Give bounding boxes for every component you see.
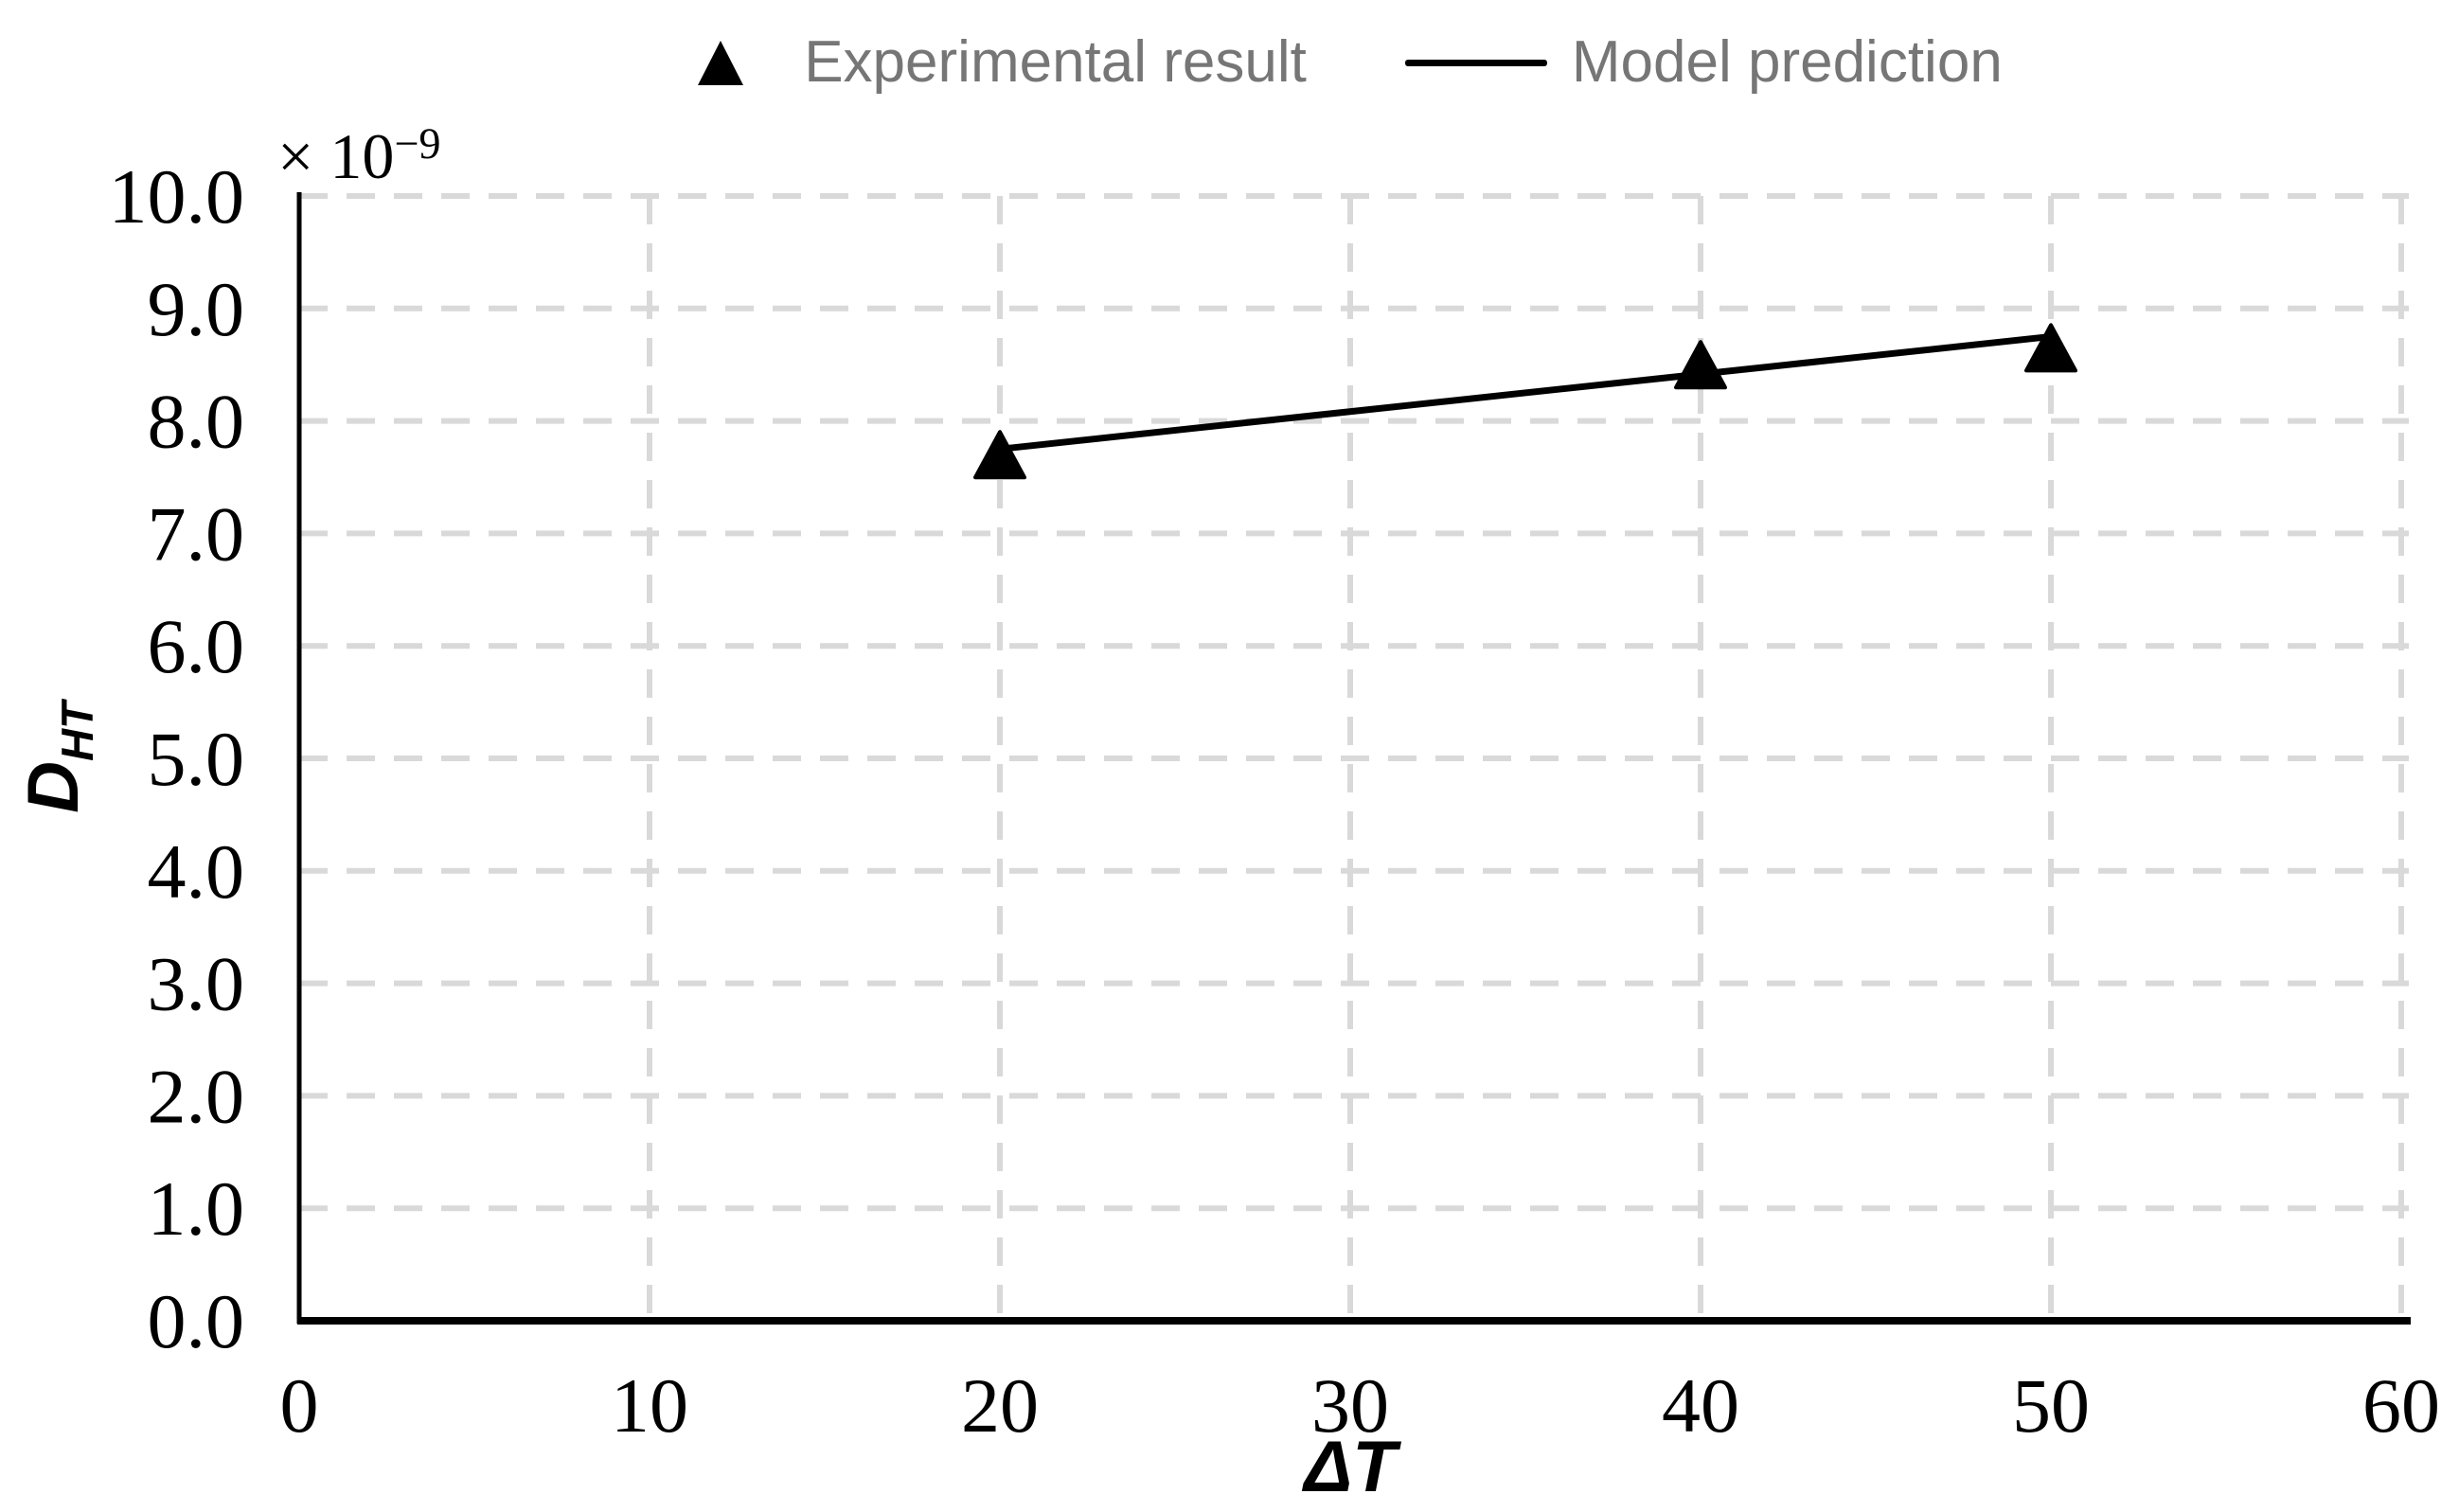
y-tick-label: 0.0 <box>148 1278 245 1364</box>
x-tick-label: 60 <box>2362 1362 2440 1449</box>
x-tick-label: 20 <box>961 1362 1039 1449</box>
experimental-data-point <box>2024 323 2077 373</box>
legend-line-marker-icon <box>1404 59 1547 66</box>
x-axis-title: ΔT <box>1304 1427 1397 1507</box>
legend-label-experimental: Experimental result <box>804 29 1307 95</box>
x-tick-label: 0 <box>280 1362 319 1449</box>
legend: Experimental result Model prediction <box>299 27 2401 98</box>
x-tick-label: 50 <box>2012 1362 2090 1449</box>
y-tick-label: 9.0 <box>148 266 245 352</box>
experimental-data-point <box>1674 340 1727 390</box>
y-tick-label: 1.0 <box>148 1165 245 1252</box>
y-tick-label: 5.0 <box>148 716 245 802</box>
y-tick-label: 2.0 <box>148 1053 245 1139</box>
y-tick-label: 7.0 <box>148 490 245 577</box>
x-tick-label: 10 <box>611 1362 688 1449</box>
y-tick-label: 8.0 <box>148 379 245 465</box>
y-tick-label: 6.0 <box>148 603 245 689</box>
y-axis-multiplier-base: × 10 <box>277 119 395 192</box>
y-axis-title-base: D <box>12 760 94 813</box>
legend-label-model: Model prediction <box>1571 29 2003 95</box>
x-tick-label: 40 <box>1662 1362 1739 1449</box>
y-axis-multiplier: × 10−9 <box>277 120 441 187</box>
y-axis-title-subscript: HT <box>52 702 103 761</box>
model-prediction-line <box>999 333 2052 453</box>
experimental-data-point <box>973 430 1026 480</box>
y-tick-label: 4.0 <box>148 828 245 915</box>
y-axis-title: DHT <box>13 702 103 813</box>
y-axis-multiplier-exponent: −9 <box>394 120 441 169</box>
y-tick-label: 10.0 <box>109 153 245 240</box>
y-tick-label: 3.0 <box>148 941 245 1027</box>
x-tick-label: 30 <box>1311 1362 1389 1449</box>
legend-triangle-marker-icon <box>698 40 744 85</box>
